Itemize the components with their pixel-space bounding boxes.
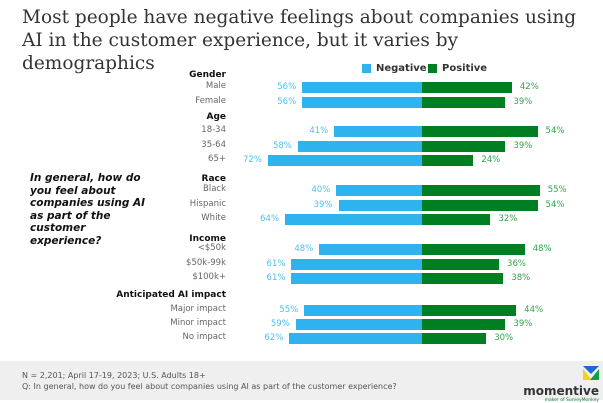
legend-positive: Positive [428,63,487,74]
bar-positive [422,155,474,166]
category-label: Major impact [170,304,226,314]
bar-negative [285,214,422,225]
value-label-negative: 56% [277,82,297,92]
value-label-positive: 39% [513,319,533,329]
sample-note: N = 2,201; April 17-19, 2023; U.S. Adult… [22,371,206,380]
value-label-positive: 54% [545,200,565,210]
logo-mark-icon [583,366,599,380]
category-label: 65+ [208,154,226,164]
value-label-positive: 44% [524,305,544,315]
footer: N = 2,201; April 17-19, 2023; U.S. Adult… [0,361,603,403]
category-label: No impact [182,332,226,342]
value-label-negative: 41% [309,126,329,136]
value-label-positive: 24% [481,155,501,165]
value-label-positive: 36% [507,259,526,269]
category-label: Male [205,81,226,91]
legend-label: Positive [442,63,488,74]
value-label-negative: 55% [279,305,299,315]
bar-positive [422,319,506,330]
legend-label: Negative [376,63,427,74]
value-label-positive: 39% [513,97,533,107]
logo-sub: maker of SurveyMonkey [544,398,599,403]
value-label-negative: 58% [272,141,292,151]
value-label-positive: 42% [519,82,539,92]
value-label-positive: 32% [498,214,518,224]
bar-negative [291,259,422,270]
category-label: $100k+ [192,272,226,282]
bar-positive [422,141,506,152]
bar-negative [319,244,422,255]
legend-swatch-positive [428,64,437,73]
category-label: Minor impact [170,318,226,328]
bar-positive [422,244,525,255]
category-label: Hispanic [189,199,226,209]
group-header: Anticipated AI impact [116,290,226,300]
value-label-positive: 30% [494,333,514,343]
legend-swatch-negative [362,64,371,73]
bar-negative [338,200,422,211]
bar-negative [336,185,422,196]
category-label: 18-34 [201,125,226,135]
value-label-negative: 40% [311,185,331,195]
category-label: Black [203,184,226,194]
value-label-negative: 61% [266,273,286,283]
bar-positive [422,259,500,270]
bar-negative [302,97,422,108]
value-label-negative: 48% [294,244,314,254]
value-label-negative: 59% [270,319,290,329]
bar-negative [295,319,422,330]
bar-negative [289,333,422,344]
bar-negative [302,82,422,93]
value-label-negative: 39% [313,200,333,210]
group-header: Income [189,234,226,244]
group-header: Age [206,112,226,122]
value-label-negative: 61% [266,259,286,269]
value-label-negative: 62% [264,333,284,343]
bar-positive [422,214,491,225]
value-label-positive: 55% [547,185,567,195]
value-label-positive: 54% [545,126,565,136]
category-label: $50k-99k [186,258,226,268]
bar-negative [267,155,422,166]
value-label-negative: 64% [260,214,280,224]
momentive-logo: momentive maker of SurveyMonkey [523,365,599,403]
group-header: Race [201,174,226,184]
logo-wordmark: momentive [523,384,599,398]
legend-negative: Negative [362,63,427,74]
bar-positive [422,273,504,284]
value-label-positive: 38% [511,273,531,283]
question-text: In general, how do you feel about compan… [30,172,146,247]
bar-positive [422,200,538,211]
bar-positive [422,333,487,344]
question-note: Q: In general, how do you feel about com… [22,382,397,391]
value-label-negative: 56% [277,97,297,107]
category-label: Female [195,96,226,106]
value-label-positive: 39% [513,141,533,151]
bar-positive [422,185,540,196]
category-label: <$50k [197,243,226,253]
bar-positive [422,97,506,108]
category-label: 35-64 [201,140,226,150]
bar-negative [334,126,422,137]
bar-positive [422,82,512,93]
group-header: Gender [189,70,226,80]
chart-title: Most people have negative feelings about… [22,7,577,74]
category-label: White [201,213,226,223]
value-label-positive: 48% [532,244,552,254]
bar-negative [297,141,422,152]
value-label-negative: 72% [243,155,262,165]
bar-negative [304,305,422,316]
bar-positive [422,305,517,316]
bar-positive [422,126,538,137]
bar-negative [291,273,422,284]
